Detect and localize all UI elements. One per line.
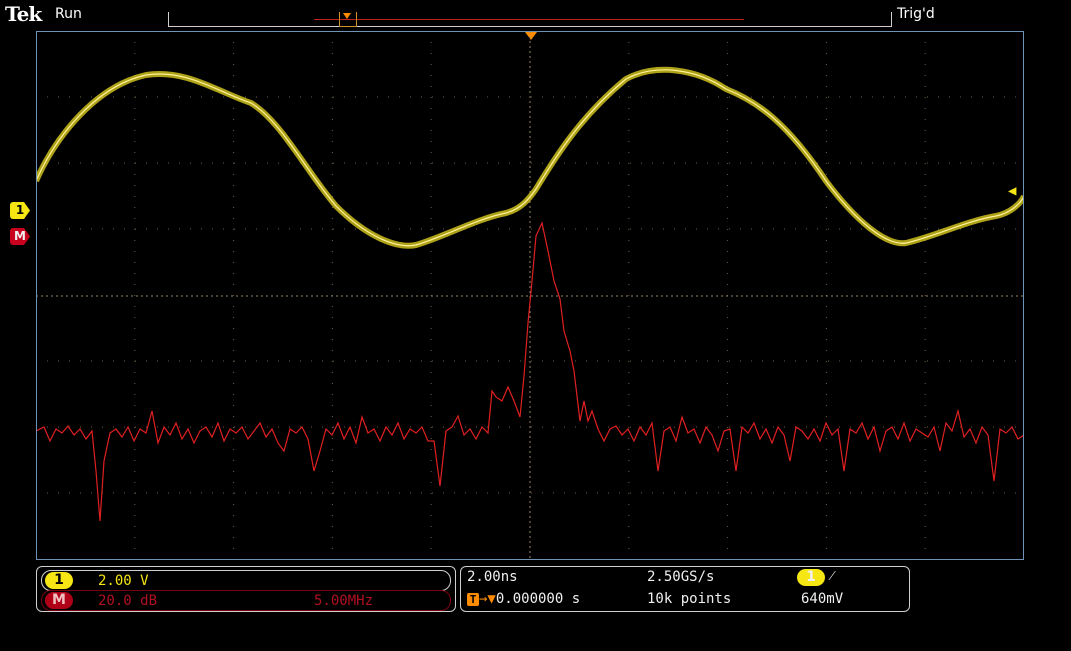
brand-logo: Tek xyxy=(5,2,42,26)
record-view-bracket[interactable] xyxy=(339,12,357,27)
math-fft-waveform xyxy=(36,221,1024,522)
trigger-status: Trig'd xyxy=(897,6,935,22)
trigger-level: 640mV xyxy=(801,591,844,607)
math-span: 5.00MHz xyxy=(314,593,374,609)
rising-edge-icon: ⁄ xyxy=(831,568,834,584)
horizontal-trigger-readout[interactable]: 2.00ns T →▼0.000000 s 2.50GS/s 10k points… xyxy=(460,566,910,612)
record-length: 10k points xyxy=(647,591,732,607)
time-per-div: 2.00ns xyxy=(467,569,518,585)
trigger-position: 0.000000 s xyxy=(495,591,581,607)
graticule-center-axes xyxy=(36,31,1024,560)
arrow-right-icon: →▼ xyxy=(479,591,496,607)
record-window-line xyxy=(314,19,744,20)
trigger-position-marker-icon[interactable] xyxy=(525,32,537,40)
ch1-waveform-trace xyxy=(36,69,1024,247)
math-ground-marker[interactable]: M xyxy=(10,228,30,245)
graticule-frame xyxy=(36,31,1024,560)
math-scale: 20.0 dB xyxy=(98,593,158,609)
math-badge: M xyxy=(45,592,73,609)
vertical-readout[interactable]: 1 2.00 V M 20.0 dB 5.00MHz xyxy=(36,566,456,612)
status-bar: Tek Run Trig'd xyxy=(0,0,1071,30)
trigger-level-arrow-icon[interactable]: ◀ xyxy=(1008,183,1017,199)
ch1-readout[interactable]: 1 2.00 V xyxy=(41,570,451,591)
graticule-grid xyxy=(36,31,1024,560)
trigger-position-readout: T →▼0.000000 s xyxy=(467,591,580,607)
trigger-source-badge: 1 xyxy=(797,569,825,586)
waveform-display[interactable] xyxy=(36,31,1024,560)
ch1-ground-marker[interactable]: 1 xyxy=(10,202,30,219)
ch1-scale: 2.00 V xyxy=(98,573,149,589)
record-trigger-marker-icon xyxy=(343,13,351,19)
trigger-t-icon: T xyxy=(467,593,479,606)
sample-rate: 2.50GS/s xyxy=(647,569,715,585)
math-readout[interactable]: M 20.0 dB 5.00MHz xyxy=(41,590,451,611)
record-view-bar[interactable] xyxy=(168,12,892,27)
ch1-badge: 1 xyxy=(45,572,73,589)
acquisition-status[interactable]: Run xyxy=(55,6,82,22)
